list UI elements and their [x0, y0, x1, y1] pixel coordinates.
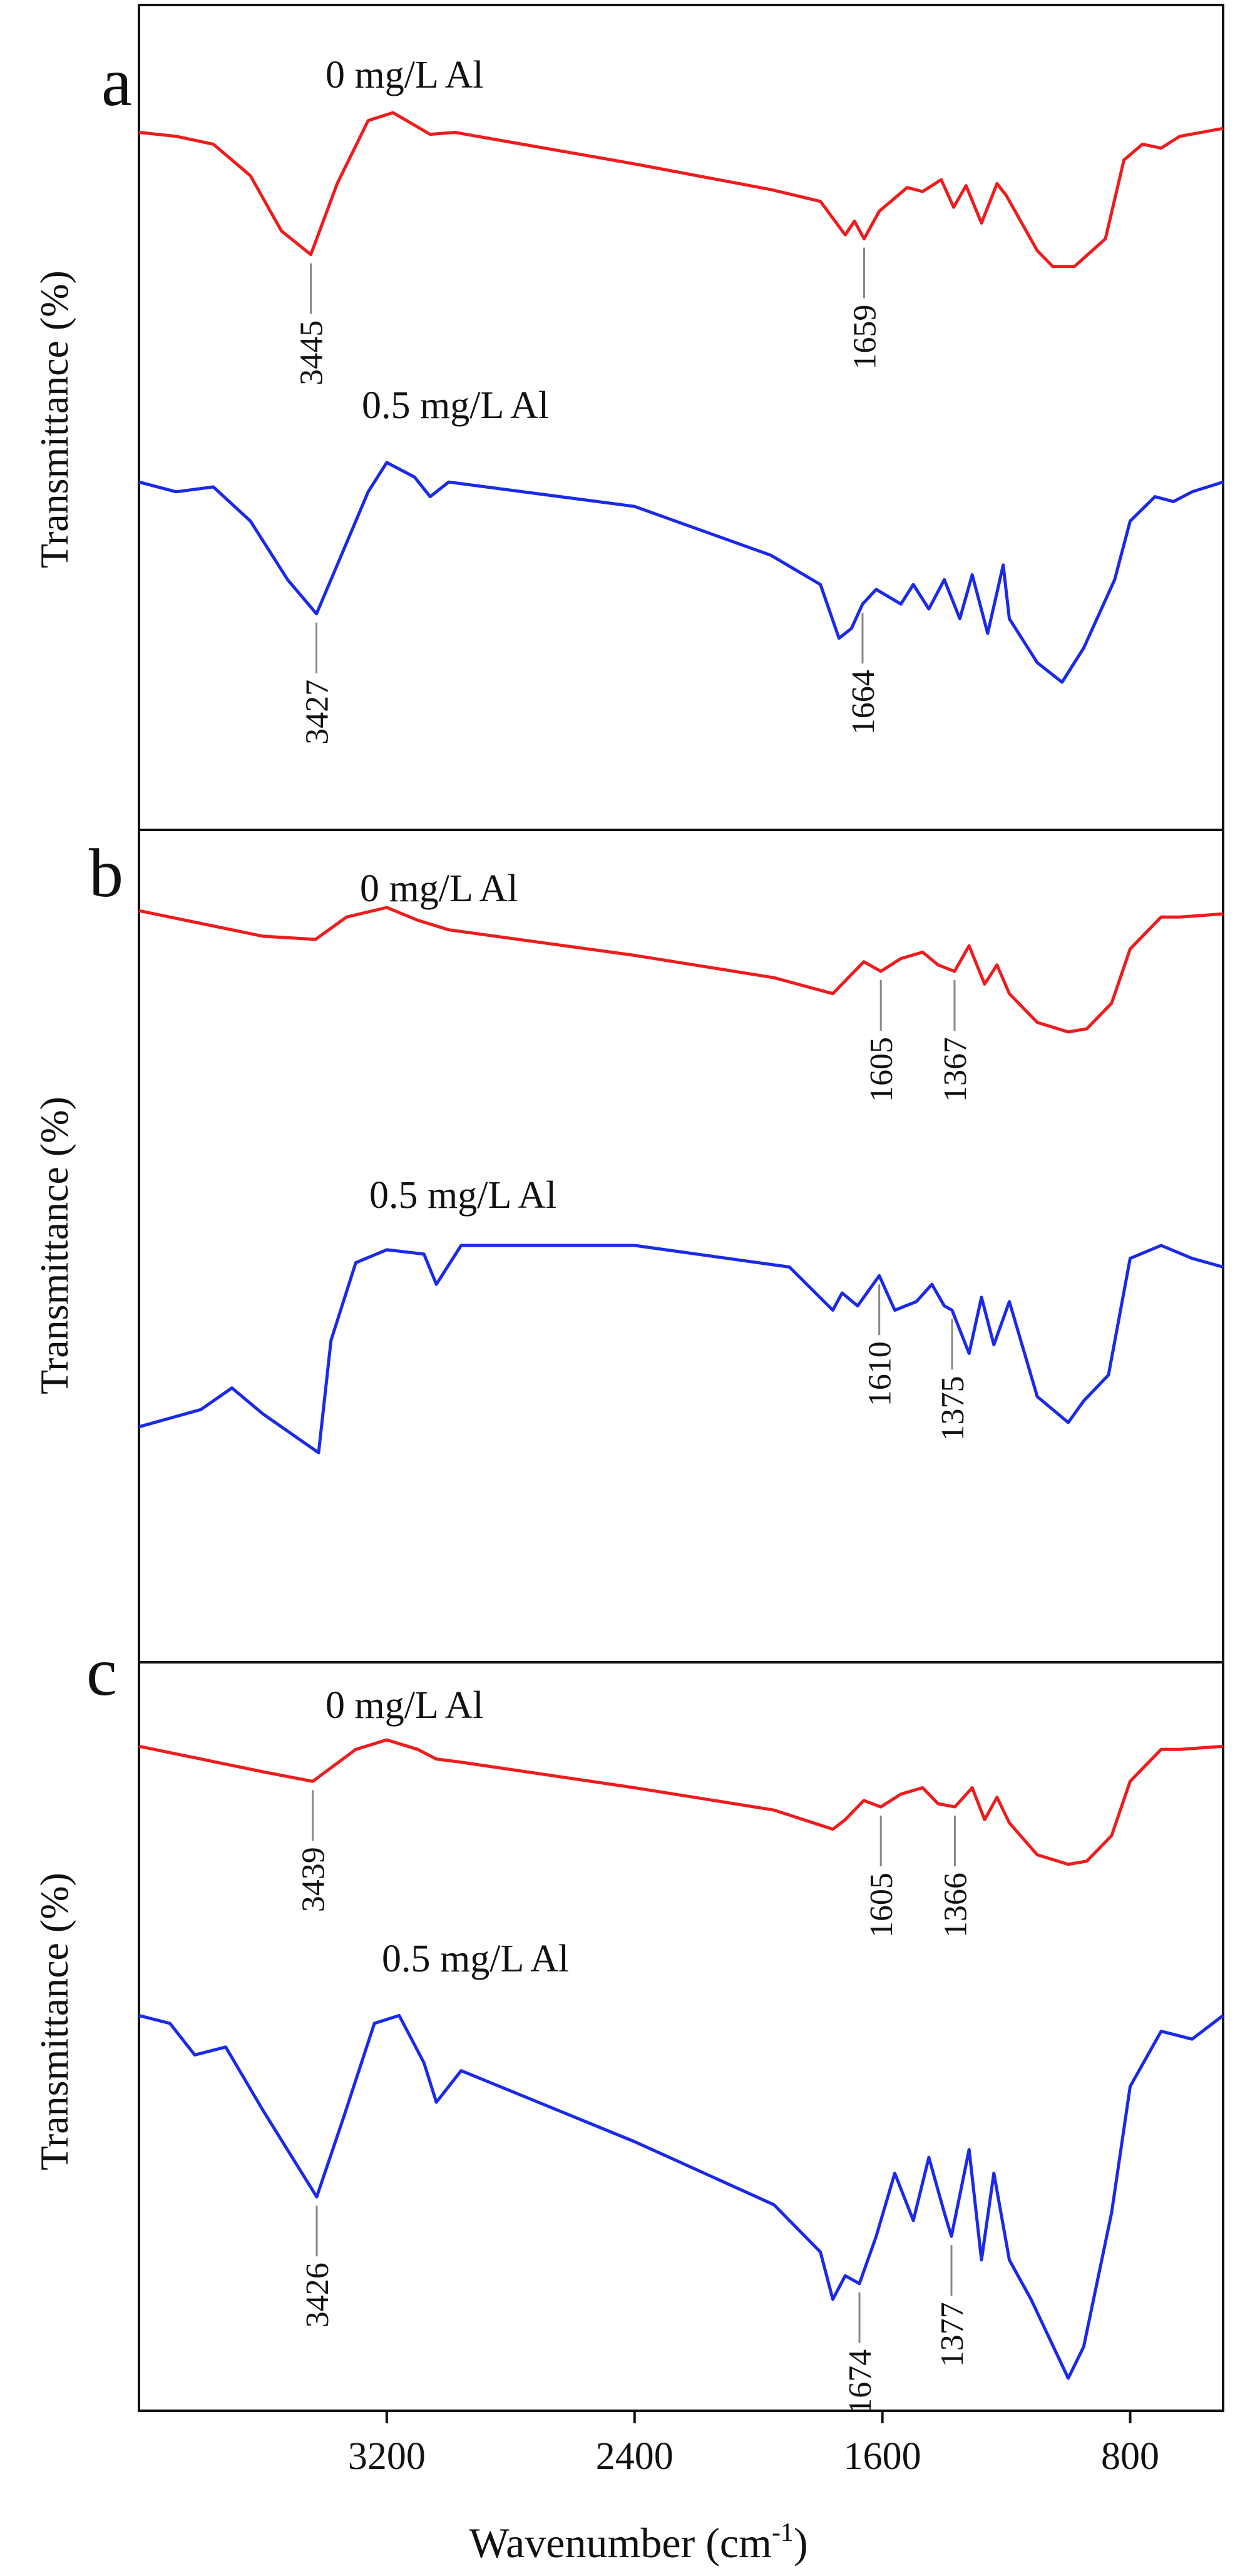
- panel-b-label: b: [89, 835, 123, 911]
- panel-b-plot: 1605 1367 1610 1375: [138, 906, 1224, 1454]
- x-tick-label-2400: 2400: [596, 2435, 674, 2478]
- panel-a-series-05mg-line: [138, 461, 1224, 684]
- x-axis-ticks: 3200 2400 1600 800: [348, 2411, 1159, 2478]
- panel-b-series-05mg-line: [138, 1244, 1224, 1454]
- panel-c-peak-label-1377: 1377: [935, 2302, 970, 2367]
- x-axis-label-main: Wavenumber (cm: [469, 2519, 772, 2567]
- panel-a-peak-label-3445: 3445: [294, 320, 330, 386]
- panel-a-peak-label-3427: 3427: [300, 680, 336, 745]
- panel-c-plot: 3439 1605 1366 3426 1674 1377: [138, 1738, 1224, 2415]
- panel-a-series-0mg-line: [138, 111, 1224, 268]
- panel-b-peak-label-1610: 1610: [863, 1341, 898, 1406]
- panel-c-peak-label-3439: 3439: [296, 1847, 332, 1912]
- x-tick-label-800: 800: [1101, 2435, 1159, 2478]
- panel-a-peak-label-1664: 1664: [846, 670, 881, 735]
- x-axis-label: Wavenumber (cm-1): [469, 2518, 807, 2567]
- panel-b-legend-0mg: 0 mg/L Al: [360, 867, 518, 910]
- panel-b-peak-label-1605: 1605: [864, 1037, 899, 1102]
- panel-b-peak-label-1375: 1375: [935, 1376, 971, 1441]
- panel-c-peak-label-1366: 1366: [938, 1873, 973, 1938]
- panel-a-label: a: [101, 44, 132, 120]
- panel-c-frame: [138, 1661, 1224, 2412]
- panel-c-legend-0mg: 0 mg/L Al: [325, 1684, 484, 1727]
- panel-c-legend-05mg: 0.5 mg/L Al: [382, 1938, 569, 1980]
- panel-b-ylabel: Transmittance (%): [32, 1096, 76, 1394]
- panel-c-label: c: [86, 1633, 117, 1710]
- panel-c-peak-label-1674: 1674: [843, 2349, 878, 2415]
- panel-b-legend-05mg: 0.5 mg/L Al: [369, 1174, 556, 1217]
- panel-c-series-05mg-line: [138, 2013, 1224, 2380]
- panel-a-plot: 3445 1659 3427 1664: [138, 111, 1224, 745]
- panel-a-peak-label-1659: 1659: [847, 305, 883, 370]
- x-axis-label-close: ): [794, 2519, 808, 2567]
- x-axis-label-superscript: -1: [772, 2518, 794, 2547]
- x-tick-label-3200: 3200: [348, 2435, 426, 2478]
- panel-a: a Transmittance (%) 0 mg/L Al 0.5 mg/L A…: [32, 4, 1224, 831]
- panel-c: c Transmittance (%) 0 mg/L Al 0.5 mg/L A…: [32, 1633, 1224, 2478]
- panel-c-series-0mg-line: [138, 1738, 1224, 1866]
- panel-a-legend-05mg: 0.5 mg/L Al: [362, 384, 549, 427]
- panel-a-ylabel: Transmittance (%): [32, 270, 76, 568]
- panel-c-ylabel: Transmittance (%): [32, 1873, 76, 2170]
- panel-a-legend-0mg: 0 mg/L Al: [325, 54, 484, 96]
- panel-b-series-0mg-line: [138, 906, 1224, 1034]
- panel-c-peak-label-3426: 3426: [300, 2262, 336, 2328]
- panel-b-peak-label-1367: 1367: [938, 1037, 973, 1102]
- panel-c-peak-label-1605: 1605: [864, 1873, 899, 1938]
- x-tick-label-1600: 1600: [844, 2435, 921, 2478]
